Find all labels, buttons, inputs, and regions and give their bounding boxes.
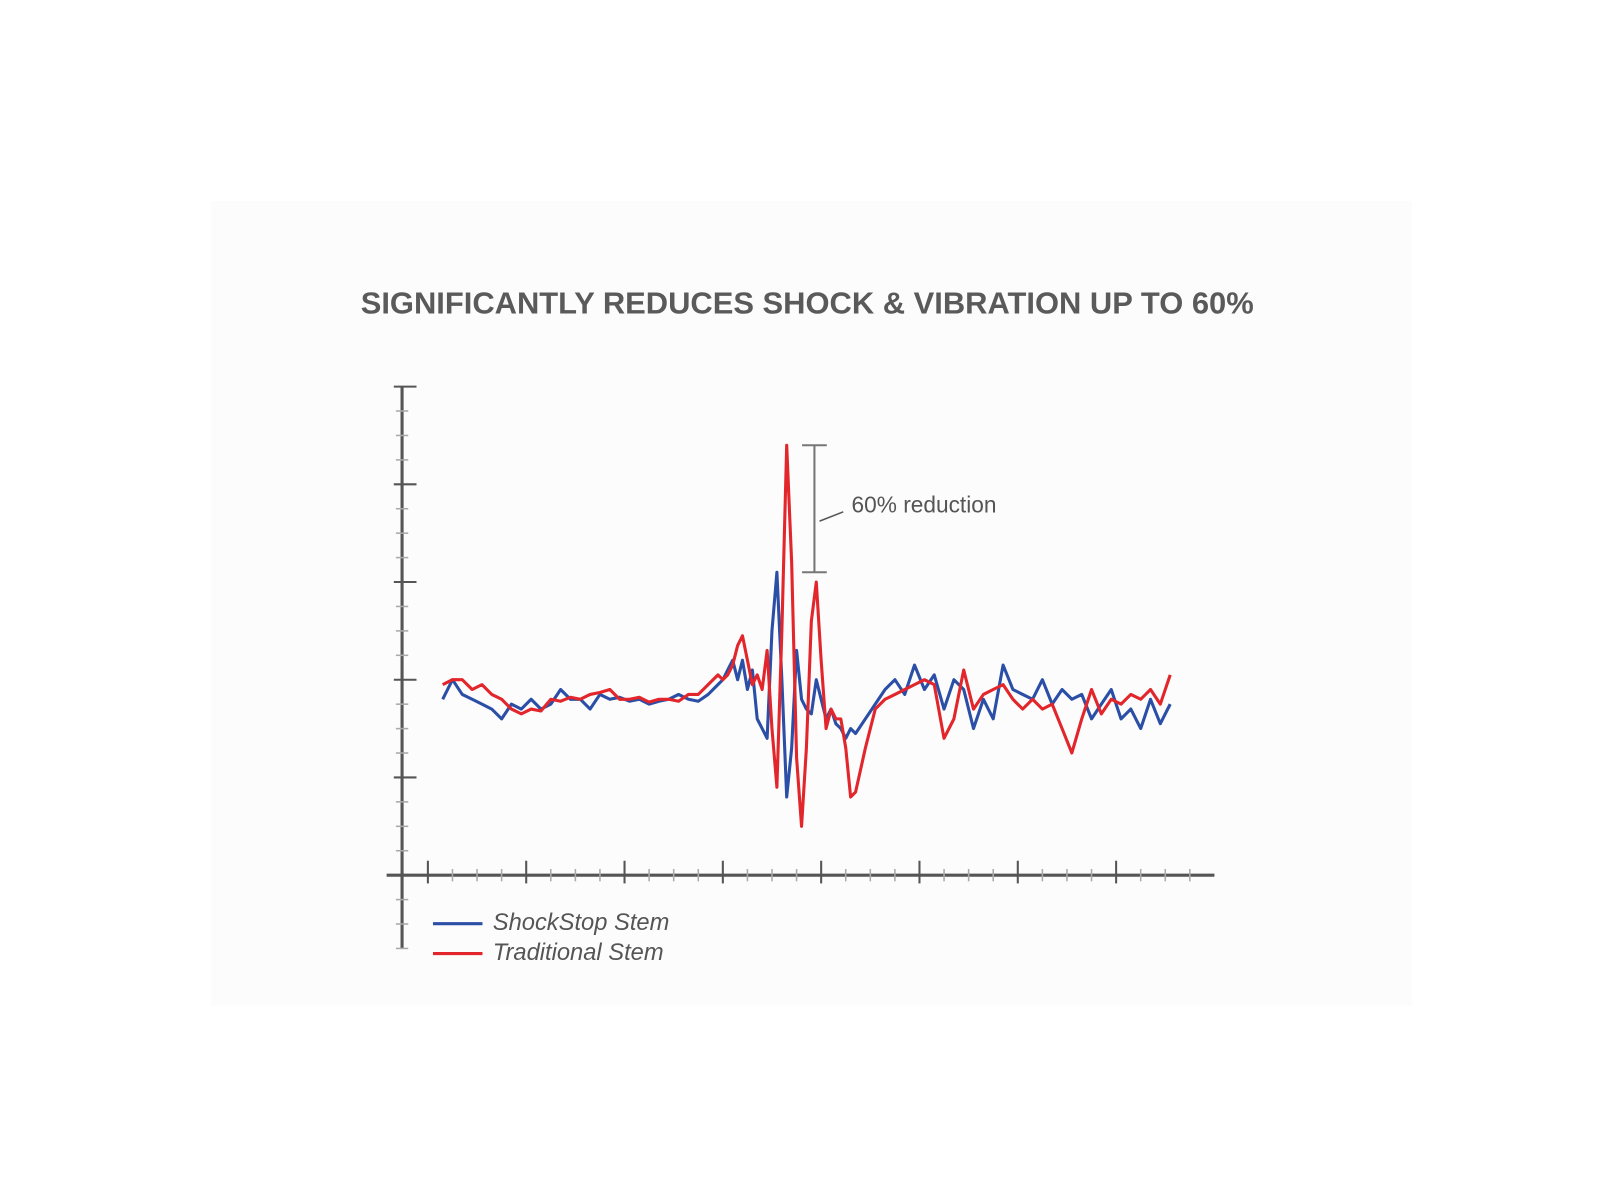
series-line (441, 570, 1172, 799)
series-line (441, 443, 1172, 828)
chart-title: SIGNIFICANTLY REDUCES SHOCK & VIBRATION … (361, 285, 1254, 320)
annotation-leader (819, 511, 844, 522)
annotation: 60% reduction (852, 492, 997, 518)
legend-label: Traditional Stem (493, 940, 664, 966)
legend-label: ShockStop Stem (493, 910, 670, 936)
reduction-bracket (802, 444, 827, 574)
panel (211, 201, 1413, 1006)
